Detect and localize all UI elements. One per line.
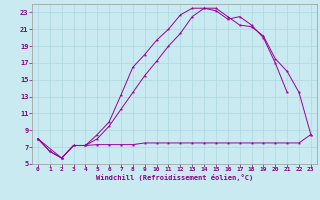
X-axis label: Windchill (Refroidissement éolien,°C): Windchill (Refroidissement éolien,°C)	[96, 174, 253, 181]
